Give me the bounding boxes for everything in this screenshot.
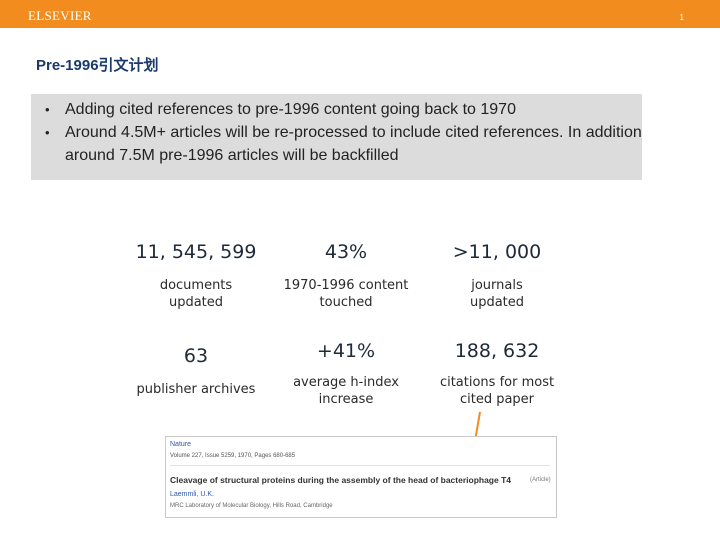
bullet-box: • Adding cited references to pre-1996 con… (31, 94, 642, 180)
bullet-dot-icon: • (45, 125, 50, 140)
bullet-list: • Adding cited references to pre-1996 con… (43, 98, 655, 167)
article-affiliation: MRC Laboratory of Molecular Biology, Hil… (170, 503, 333, 509)
article-author[interactable]: Laemmli, U.K. (170, 491, 214, 498)
article-tag: (Article) (530, 477, 551, 483)
elsevier-logo: ELSEVIER (28, 8, 92, 23)
stat-value: 188, 632 (454, 340, 540, 362)
stat-value: 43% (324, 241, 368, 263)
stat-value: 63 (183, 345, 209, 367)
stat-label: citations for most cited paper (439, 375, 555, 407)
bullet-item: • Adding cited references to pre-1996 con… (43, 98, 655, 121)
bullet-item: • Around 4.5M+ articles will be re-proces… (43, 121, 655, 167)
stat-label: documents updated (159, 278, 233, 310)
stat-content: 43% 1970-1996 content touched (266, 241, 426, 311)
bullet-text: Around 4.5M+ articles will be re-process… (65, 124, 642, 164)
stat-publisher-archives: 63 publisher archives (116, 345, 276, 398)
stat-label: publisher archives (136, 382, 256, 397)
divider (170, 465, 550, 466)
header-bar: ELSEVIER 1 (0, 0, 720, 28)
stat-value: +41% (316, 340, 376, 362)
stat-journals: >11, 000 journals updated (417, 241, 577, 311)
bullet-text: Adding cited references to pre-1996 cont… (65, 101, 516, 118)
bullet-dot-icon: • (45, 102, 50, 117)
article-journal[interactable]: Nature (170, 441, 192, 448)
stat-value: >11, 000 (452, 241, 542, 263)
article-title[interactable]: Cleavage of structural proteins during t… (170, 475, 512, 485)
stat-citations: 188, 632 citations for most cited paper (417, 340, 577, 408)
article-card[interactable]: Nature Volume 227, Issue 5259, 1970, Pag… (165, 436, 557, 518)
stat-label: 1970-1996 content touched (283, 278, 409, 310)
stat-documents: 11, 545, 599 documents updated (116, 241, 276, 311)
stat-h-index: +41% average h-index increase (266, 340, 426, 408)
slide-title: Pre-1996引文计划 (36, 57, 159, 74)
article-meta: Volume 227, Issue 5259, 1970, Pages 680-… (170, 453, 296, 459)
page-number: 1 (679, 13, 684, 22)
stat-value: 11, 545, 599 (135, 241, 257, 263)
stat-label: journals updated (469, 278, 525, 310)
stat-label: average h-index increase (293, 375, 399, 407)
